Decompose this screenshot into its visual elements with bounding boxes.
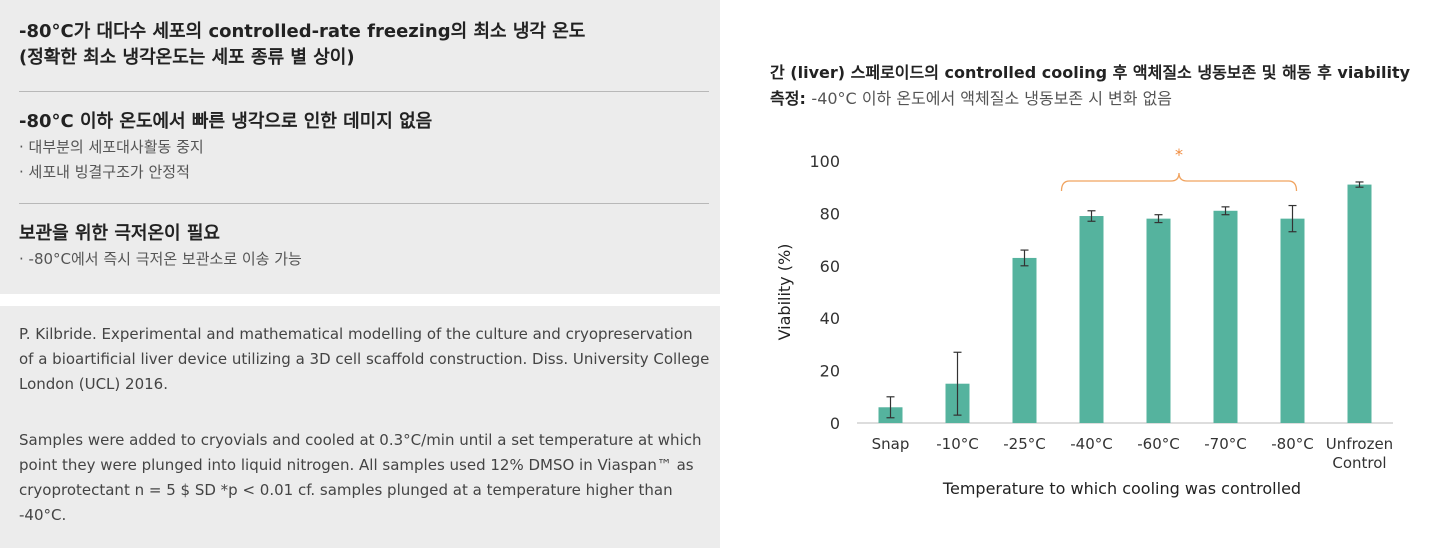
significance-marker: * bbox=[1175, 145, 1183, 164]
y-tick-label: 0 bbox=[830, 414, 840, 433]
x-tick-label: Unfrozen bbox=[1326, 435, 1393, 453]
reference-panel bbox=[0, 306, 720, 548]
divider bbox=[19, 91, 709, 92]
y-tick-label: 20 bbox=[820, 362, 840, 381]
chart-title: 간 (liver) 스페로이드의 controlled cooling 후 액체… bbox=[770, 60, 1430, 112]
section-no-damage: -80°C 이하 온도에서 빠른 냉각으로 인한 데미지 없음 · 대부분의 세… bbox=[19, 109, 709, 185]
y-tick-label: 60 bbox=[820, 257, 840, 276]
x-tick-label: Control bbox=[1332, 454, 1386, 472]
x-tick-label: -10°C bbox=[936, 435, 978, 453]
section2-bullet-1: · 대부분의 세포대사활동 중지 bbox=[19, 138, 204, 156]
x-tick-label: -25°C bbox=[1003, 435, 1045, 453]
x-tick-label: -40°C bbox=[1070, 435, 1112, 453]
bar bbox=[1280, 218, 1305, 423]
chart-title-normal: -40°C 이하 온도에서 액체질소 냉동보존 시 변화 없음 bbox=[811, 89, 1173, 108]
bar bbox=[1213, 210, 1238, 423]
section-minimum-cooling: -80°C가 대다수 세포의 controlled-rate freezing의… bbox=[19, 19, 709, 71]
x-tick-label: -80°C bbox=[1271, 435, 1313, 453]
y-axis-title: Viability (%) bbox=[775, 244, 794, 341]
section2-bullet-2: · 세포내 빙결구조가 안정적 bbox=[19, 163, 190, 181]
summary-panel bbox=[0, 0, 720, 294]
bar bbox=[1079, 216, 1104, 423]
x-tick-label: -70°C bbox=[1204, 435, 1246, 453]
section3-heading: 보관을 위한 극저온이 필요 bbox=[19, 223, 220, 244]
section1-heading-line1: -80°C가 대다수 세포의 controlled-rate freezing의… bbox=[19, 21, 586, 42]
divider bbox=[19, 203, 709, 204]
bar bbox=[1347, 184, 1372, 423]
y-tick-label: 80 bbox=[820, 204, 840, 223]
x-tick-label: -60°C bbox=[1137, 435, 1179, 453]
y-tick-label: 40 bbox=[820, 309, 840, 328]
section2-heading: -80°C 이하 온도에서 빠른 냉각으로 인한 데미지 없음 bbox=[19, 111, 433, 132]
x-axis-title: Temperature to which cooling was control… bbox=[942, 479, 1301, 498]
significance-bracket bbox=[1060, 172, 1298, 192]
reference-citation: P. Kilbride. Experimental and mathematic… bbox=[19, 325, 710, 393]
x-tick-label: Snap bbox=[872, 435, 910, 453]
section1-heading-line2: (정확한 최소 냉각온도는 세포 종류 별 상이) bbox=[19, 47, 355, 68]
section3-bullet-1: · -80°C에서 즉시 극저온 보관소로 이송 가능 bbox=[19, 250, 302, 268]
experiment-note: Samples were added to cryovials and cool… bbox=[19, 431, 702, 524]
bar bbox=[1146, 218, 1171, 423]
chart-title-bold: 간 (liver) 스페로이드의 controlled cooling 후 액체… bbox=[770, 63, 1411, 108]
chart-title-colon: : bbox=[799, 89, 812, 108]
bar bbox=[1012, 257, 1037, 423]
section-storage: 보관을 위한 극저온이 필요 · -80°C에서 즉시 극저온 보관소로 이송 … bbox=[19, 221, 709, 272]
y-tick-label: 100 bbox=[809, 152, 840, 171]
